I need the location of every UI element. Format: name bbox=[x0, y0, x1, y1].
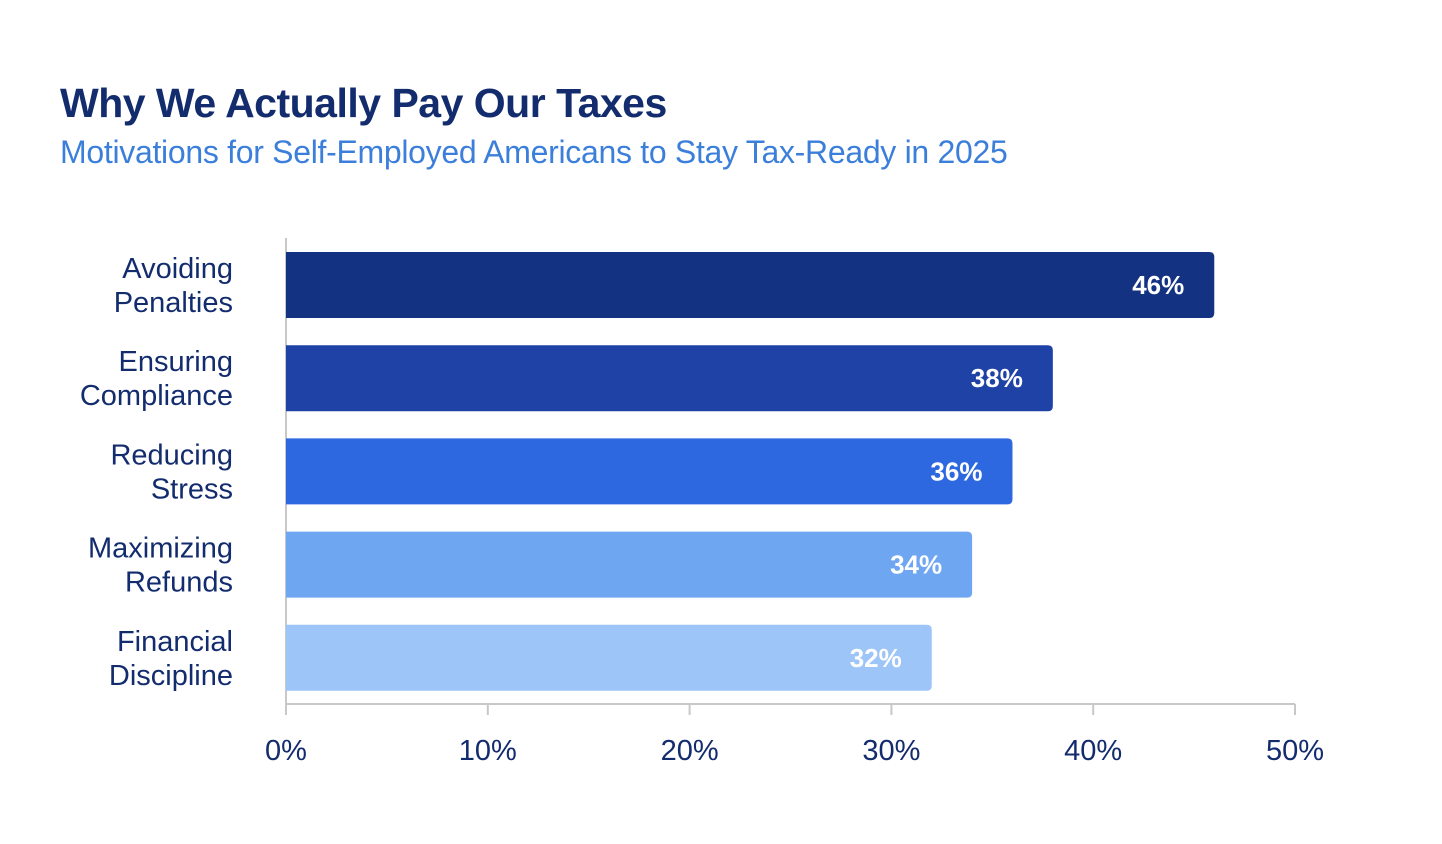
category-label: Reducing bbox=[110, 439, 233, 471]
category-label: Avoiding bbox=[122, 253, 233, 285]
bar-value-label: 32% bbox=[850, 643, 902, 673]
category-label: Maximizing bbox=[88, 533, 233, 565]
category-label: Discipline bbox=[109, 660, 233, 692]
category-label: Financial bbox=[117, 626, 233, 658]
x-tick-label: 50% bbox=[1266, 735, 1324, 767]
bar bbox=[286, 531, 973, 598]
bar bbox=[286, 345, 1053, 412]
category-label: Refunds bbox=[125, 567, 233, 599]
bar bbox=[286, 252, 1215, 318]
chart-subtitle: Motivations for Self-Employed Americans … bbox=[60, 134, 1008, 170]
x-axis-ticks: 0% 10% 20% 30% 40% 50% bbox=[265, 704, 1324, 767]
bar-value-label: 46% bbox=[1132, 270, 1184, 300]
x-tick-label: 10% bbox=[459, 735, 517, 767]
category-label: Penalties bbox=[114, 287, 233, 319]
category-label: Compliance bbox=[80, 380, 233, 412]
chart-title: Why We Actually Pay Our Taxes bbox=[60, 80, 667, 126]
category-label: Ensuring bbox=[119, 346, 233, 378]
x-tick-label: 40% bbox=[1064, 735, 1122, 767]
bar-value-label: 38% bbox=[971, 363, 1023, 393]
x-tick-label: 30% bbox=[862, 735, 920, 767]
bar-value-label: 36% bbox=[930, 456, 982, 486]
x-tick-label: 0% bbox=[265, 735, 307, 767]
bar bbox=[286, 438, 1013, 505]
x-tick-label: 20% bbox=[661, 735, 719, 767]
bar bbox=[286, 624, 932, 691]
bar-value-label: 34% bbox=[890, 550, 942, 580]
chart-bars: 46% 38% 36% 34% 32% bbox=[286, 252, 1215, 691]
category-label: Stress bbox=[151, 473, 233, 505]
